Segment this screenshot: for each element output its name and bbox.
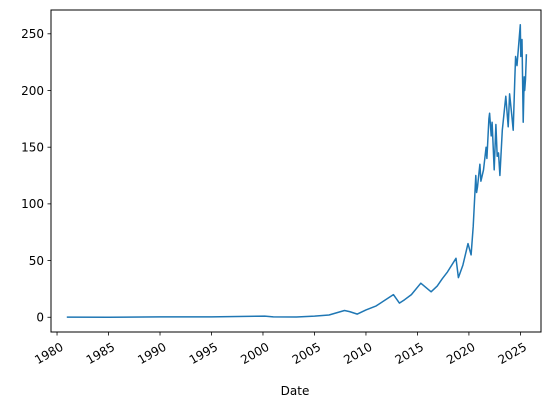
series-line-0	[66, 23, 528, 318]
y-tick-label: 0	[36, 311, 44, 325]
series-layer	[66, 23, 528, 318]
y-axis-ticks: 0 50 100 150 200 250	[21, 27, 51, 325]
y-tick-label: 200	[21, 84, 44, 98]
plot-frame	[50, 9, 542, 333]
y-tick-label: 50	[29, 254, 44, 268]
x-axis-title: Date	[281, 384, 310, 398]
y-tick-label: 250	[21, 27, 44, 41]
y-tick-label: 100	[21, 197, 44, 211]
y-tick-label: 150	[21, 140, 44, 154]
